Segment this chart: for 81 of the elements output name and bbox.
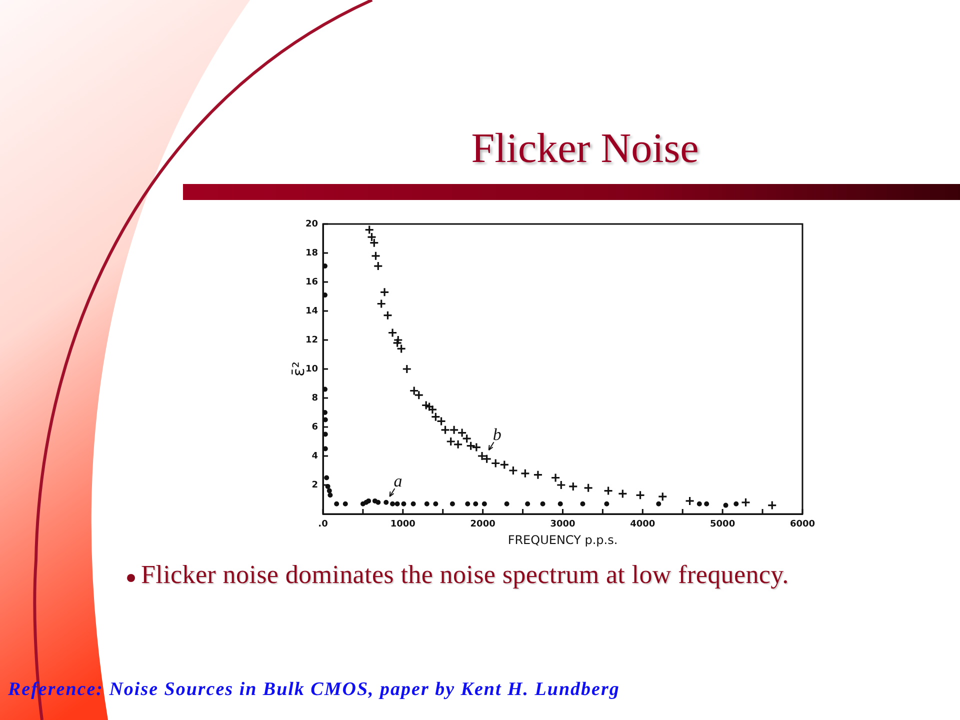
point: [342, 501, 348, 506]
point: [603, 486, 614, 496]
point: [704, 501, 710, 506]
point: [734, 501, 739, 506]
point: [390, 501, 396, 506]
point: [364, 225, 374, 235]
point: [366, 498, 372, 504]
y-tick-label: 2: [312, 480, 318, 490]
point: [520, 468, 530, 478]
y-tick-label: 18: [305, 248, 318, 258]
point: [380, 287, 390, 297]
point: [504, 501, 510, 506]
y-tick-label: 16: [305, 277, 318, 288]
point: [324, 475, 330, 480]
point: [450, 501, 455, 506]
point: [370, 251, 381, 261]
point: [656, 501, 662, 506]
point: [473, 501, 478, 506]
point: [482, 501, 487, 506]
point: [767, 500, 777, 510]
point: [550, 472, 560, 483]
point: [433, 501, 438, 506]
y-tick-label: 20: [305, 219, 318, 230]
y-tick-label: 6: [312, 422, 318, 432]
point: [568, 482, 578, 492]
point: [410, 501, 416, 506]
x-tick-label: 4000: [630, 520, 656, 530]
x-tick-label: 2000: [470, 520, 496, 530]
text: Flicker noise dominates the noise spectrum at low frequency.: [141, 560, 789, 590]
point: [440, 425, 450, 435]
point: [604, 501, 610, 506]
point: [525, 501, 530, 506]
y-tick-label: 8: [312, 393, 318, 404]
x-tick-label: 3000: [550, 520, 576, 530]
y-tick-label: 4: [312, 451, 318, 462]
point: [635, 490, 646, 500]
x-tick-label: 6000: [790, 520, 816, 530]
y-tick-label: 14: [305, 306, 318, 316]
annotation: a: [394, 472, 402, 490]
point: [388, 328, 398, 338]
point: [618, 488, 628, 498]
point: [465, 501, 470, 506]
point: [402, 364, 412, 374]
point: [424, 402, 434, 412]
chart-title: Flicker Noise: [470, 125, 700, 174]
x-tick-label: 5000: [710, 520, 736, 530]
point: [376, 298, 386, 309]
annotation: b: [492, 425, 502, 444]
point: [382, 310, 393, 320]
y-tick-label: 10: [305, 364, 318, 374]
point: [658, 492, 668, 502]
point: [584, 483, 594, 493]
point: [540, 501, 546, 506]
point: [500, 460, 510, 470]
point: [376, 500, 381, 505]
point: [740, 498, 751, 508]
x-tick-label: 1000: [390, 520, 416, 530]
point: [696, 501, 702, 506]
y-axis-title: ε̄²: [288, 361, 308, 377]
point: [394, 501, 400, 506]
point: [558, 501, 563, 506]
point: [685, 496, 695, 506]
point: [580, 501, 586, 506]
point: [328, 492, 333, 498]
point: [334, 501, 340, 506]
x-axis-title: FREQUENCY p.p.s.: [508, 532, 618, 547]
point: [424, 501, 430, 506]
text: Reference: Noise Sources in Bulk CMOS, paper by Kent H. Lundberg: [8, 679, 620, 701]
point: [401, 501, 406, 506]
point: [723, 502, 728, 508]
point: [384, 500, 389, 505]
point: [490, 458, 500, 468]
x-tick-label: .0: [318, 520, 328, 530]
point: [393, 335, 403, 345]
point: [373, 261, 383, 271]
point: [556, 480, 566, 490]
point: [508, 466, 518, 476]
point: [533, 470, 543, 480]
point: [326, 488, 332, 494]
point: [449, 425, 459, 435]
y-tick-label: 12: [305, 335, 318, 346]
